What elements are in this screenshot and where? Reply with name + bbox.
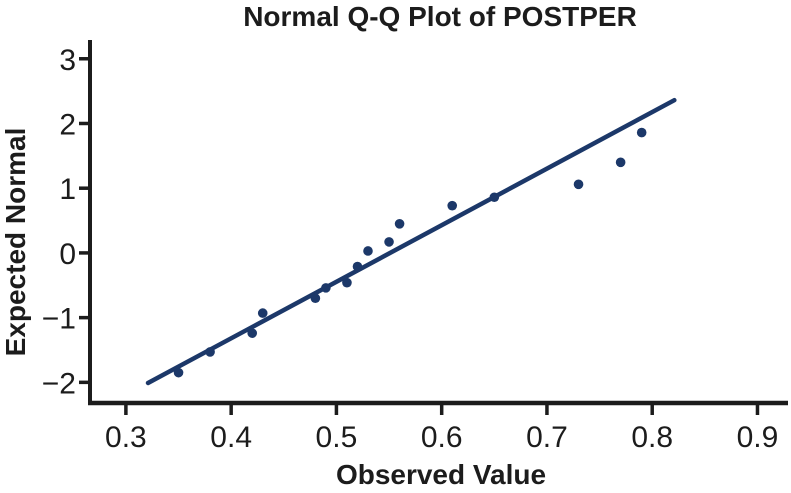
y-axis-label: Expected Normal bbox=[0, 128, 31, 357]
data-point bbox=[205, 347, 215, 357]
data-point bbox=[363, 246, 373, 256]
x-tick-label: 0.8 bbox=[631, 421, 673, 454]
data-point bbox=[384, 237, 394, 247]
qq-trend-line bbox=[145, 97, 677, 386]
data-point bbox=[394, 218, 405, 229]
y-tick-label: −1 bbox=[42, 303, 76, 336]
x-tick-label: 0.3 bbox=[105, 421, 147, 454]
x-tick-label: 0.7 bbox=[526, 421, 568, 454]
y-tick-label: 2 bbox=[59, 108, 76, 141]
data-point bbox=[615, 157, 626, 168]
x-tick-label: 0.4 bbox=[210, 421, 252, 454]
x-axis-label: Observed Value bbox=[336, 459, 546, 490]
x-tick-label: 0.5 bbox=[316, 421, 358, 454]
data-point bbox=[489, 192, 500, 203]
y-tick-label: 1 bbox=[59, 173, 76, 206]
data-point bbox=[257, 308, 268, 318]
data-point bbox=[310, 293, 321, 304]
y-tick-label: −2 bbox=[42, 367, 76, 400]
x-tick-label: 0.6 bbox=[421, 421, 463, 454]
data-point bbox=[321, 283, 331, 293]
data-point bbox=[173, 367, 184, 378]
data-points-group bbox=[173, 127, 647, 378]
data-point bbox=[447, 200, 458, 211]
data-point bbox=[636, 127, 647, 138]
data-point bbox=[247, 328, 258, 338]
y-tick-label: 0 bbox=[59, 238, 76, 271]
x-tick-label: 0.9 bbox=[737, 421, 779, 454]
trend-line-group bbox=[145, 97, 677, 386]
chart-title: Normal Q-Q Plot of POSTPER bbox=[243, 1, 637, 32]
axes-group: 0.3 0.4 0.5 0.6 0.7 0.8 0.9 3 2 1 0 −1 −2 bbox=[42, 40, 788, 454]
data-point bbox=[573, 179, 584, 190]
data-point bbox=[352, 261, 363, 272]
data-point bbox=[342, 277, 352, 288]
y-tick-label: 3 bbox=[59, 44, 76, 77]
